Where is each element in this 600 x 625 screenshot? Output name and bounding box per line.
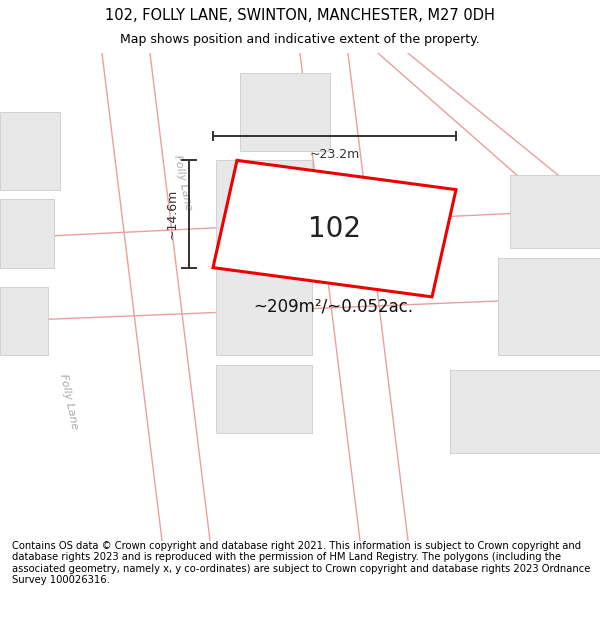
Polygon shape [240,72,330,151]
Text: Contains OS data © Crown copyright and database right 2021. This information is : Contains OS data © Crown copyright and d… [12,541,590,586]
Text: ~14.6m: ~14.6m [165,189,178,239]
Polygon shape [498,258,600,356]
Polygon shape [213,161,456,297]
Polygon shape [216,161,312,258]
Polygon shape [510,175,600,248]
Text: Folly Lane: Folly Lane [172,154,194,211]
Text: 102: 102 [308,214,361,243]
Text: Map shows position and indicative extent of the property.: Map shows position and indicative extent… [120,33,480,46]
Polygon shape [216,268,312,356]
Polygon shape [0,112,60,189]
Text: ~209m²/~0.052ac.: ~209m²/~0.052ac. [253,298,413,316]
Polygon shape [450,370,600,453]
Polygon shape [0,199,54,268]
Text: ~23.2m: ~23.2m [310,148,359,161]
Text: 102, FOLLY LANE, SWINTON, MANCHESTER, M27 0DH: 102, FOLLY LANE, SWINTON, MANCHESTER, M2… [105,8,495,23]
Polygon shape [0,287,48,356]
Polygon shape [216,365,312,433]
Text: Folly Lane: Folly Lane [58,373,80,431]
